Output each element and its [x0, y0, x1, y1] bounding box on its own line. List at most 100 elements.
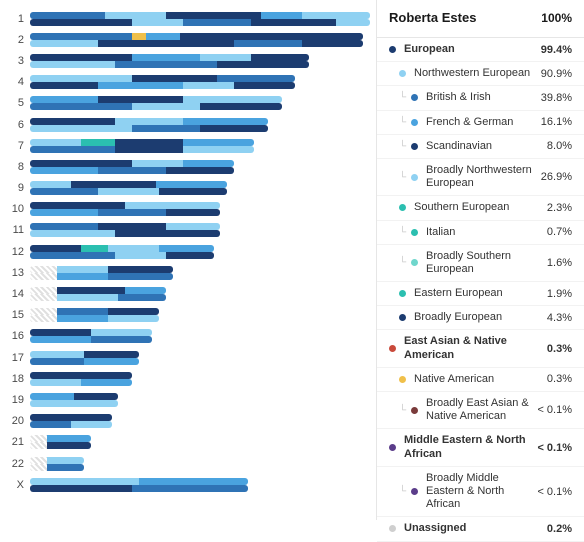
chromosome-track[interactable]: [30, 245, 366, 259]
legend-row[interactable]: └Broadly Northwestern European26.9%: [377, 159, 584, 196]
legend-pct: 8.0%: [547, 140, 572, 152]
ancestry-segment: [108, 308, 159, 315]
chromosome-track[interactable]: [30, 287, 366, 301]
chromosome-copy: [30, 245, 214, 252]
ancestry-segment: [30, 315, 57, 322]
chromosome-track[interactable]: [30, 12, 366, 26]
chromosome-label: 14: [4, 288, 30, 300]
ancestry-segment: [57, 315, 108, 322]
chromosome-copy: [30, 139, 254, 146]
chromosome-track[interactable]: [30, 223, 366, 237]
ancestry-segment: [125, 202, 220, 209]
chromosome-track[interactable]: [30, 202, 366, 216]
legend-row[interactable]: Northwestern European90.9%: [377, 62, 584, 86]
chromosome-track[interactable]: [30, 308, 366, 322]
ancestry-segment: [30, 160, 132, 167]
ancestry-segment: [166, 252, 214, 259]
legend-pct: 0.3%: [547, 373, 572, 385]
ancestry-segment: [115, 252, 166, 259]
chromosome-track[interactable]: [30, 457, 366, 471]
chromosome-row: 16: [4, 326, 366, 347]
chromosome-track[interactable]: [30, 351, 366, 365]
chromosome-track[interactable]: [30, 96, 366, 110]
chromosome-track[interactable]: [30, 54, 366, 68]
chromosome-track[interactable]: [30, 329, 366, 343]
chromosome-label: 21: [4, 436, 30, 448]
person-total-pct: 100%: [541, 11, 572, 25]
chromosome-copy: [30, 273, 173, 280]
chromosome-copy: [30, 329, 152, 336]
ancestry-segment: [166, 167, 234, 174]
legend-row[interactable]: └Broadly East Asian & Native American< 0…: [377, 392, 584, 429]
ancestry-segment: [132, 54, 200, 61]
chromosome-copy: [30, 414, 112, 421]
legend-row[interactable]: Native American0.3%: [377, 368, 584, 392]
chromosome-copy: [30, 435, 91, 442]
chromosome-copy: [30, 223, 220, 230]
legend-pct: < 0.1%: [537, 442, 572, 454]
legend-row[interactable]: Middle Eastern & North African< 0.1%: [377, 429, 584, 466]
ancestry-segment: [118, 294, 166, 301]
ancestry-segment: [166, 209, 220, 216]
chromosome-track[interactable]: [30, 414, 366, 428]
ancestry-segment: [159, 245, 213, 252]
legend-row[interactable]: └Broadly Middle Eastern & North African<…: [377, 467, 584, 518]
chromosome-row: X: [4, 474, 366, 495]
legend-row[interactable]: └French & German16.1%: [377, 111, 584, 135]
legend-row[interactable]: Unassigned0.2%: [377, 517, 584, 541]
legend-color-dot: [399, 376, 406, 383]
ancestry-segment: [115, 230, 220, 237]
legend-row[interactable]: └Scandinavian8.0%: [377, 135, 584, 159]
chromosome-track[interactable]: [30, 435, 366, 449]
legend-color-dot: [411, 94, 418, 101]
ancestry-segment: [261, 12, 302, 19]
chromosome-track[interactable]: [30, 478, 366, 492]
chromosome-track[interactable]: [30, 160, 366, 174]
chromosome-track[interactable]: [30, 372, 366, 386]
chromosome-copy: [30, 167, 234, 174]
ancestry-segment: [166, 12, 261, 19]
ancestry-segment: [47, 457, 84, 464]
chromosome-label: 10: [4, 203, 30, 215]
chromosome-track[interactable]: [30, 266, 366, 280]
chromosome-label: 18: [4, 373, 30, 385]
ancestry-segment: [30, 273, 57, 280]
ancestry-segment: [30, 358, 84, 365]
ancestry-segment: [98, 82, 183, 89]
chromosome-row: 15: [4, 305, 366, 326]
ancestry-segment: [74, 393, 118, 400]
chromosome-track[interactable]: [30, 181, 366, 195]
legend-row[interactable]: └Italian0.7%: [377, 221, 584, 245]
ancestry-segment: [125, 287, 166, 294]
chromosome-label: 19: [4, 394, 30, 406]
legend-row[interactable]: └British & Irish39.8%: [377, 86, 584, 110]
legend-row[interactable]: Eastern European1.9%: [377, 282, 584, 306]
chromosome-track[interactable]: [30, 118, 366, 132]
ancestry-segment: [47, 464, 84, 471]
ancestry-segment: [132, 485, 248, 492]
ancestry-segment: [30, 223, 98, 230]
ancestry-segment: [30, 478, 139, 485]
ancestry-segment: [234, 40, 302, 47]
ancestry-segment: [81, 245, 108, 252]
legend-pct: 90.9%: [541, 68, 572, 80]
legend-row[interactable]: └Broadly Southern European1.6%: [377, 245, 584, 282]
person-name: Roberta Estes: [389, 10, 476, 25]
legend-row[interactable]: European99.4%: [377, 38, 584, 62]
legend-row[interactable]: Southern European2.3%: [377, 196, 584, 220]
chromosome-copy: [30, 372, 132, 379]
legend-row[interactable]: Broadly European4.3%: [377, 306, 584, 330]
chromosome-copy: [30, 61, 309, 68]
legend-row[interactable]: East Asian & Native American0.3%: [377, 330, 584, 367]
legend-color-dot: [411, 174, 418, 181]
chromosome-track[interactable]: [30, 33, 366, 47]
ancestry-segment: [84, 351, 138, 358]
ancestry-legend-panel: Roberta Estes 100% European99.4%Northwes…: [376, 0, 584, 520]
chromosome-painting-panel: 12345678910111213141516171819202122X: [0, 0, 376, 520]
ancestry-segment: [180, 33, 364, 40]
legend-color-dot: [389, 46, 396, 53]
ancestry-segment: [30, 266, 57, 273]
chromosome-track[interactable]: [30, 75, 366, 89]
chromosome-track[interactable]: [30, 393, 366, 407]
chromosome-track[interactable]: [30, 139, 366, 153]
